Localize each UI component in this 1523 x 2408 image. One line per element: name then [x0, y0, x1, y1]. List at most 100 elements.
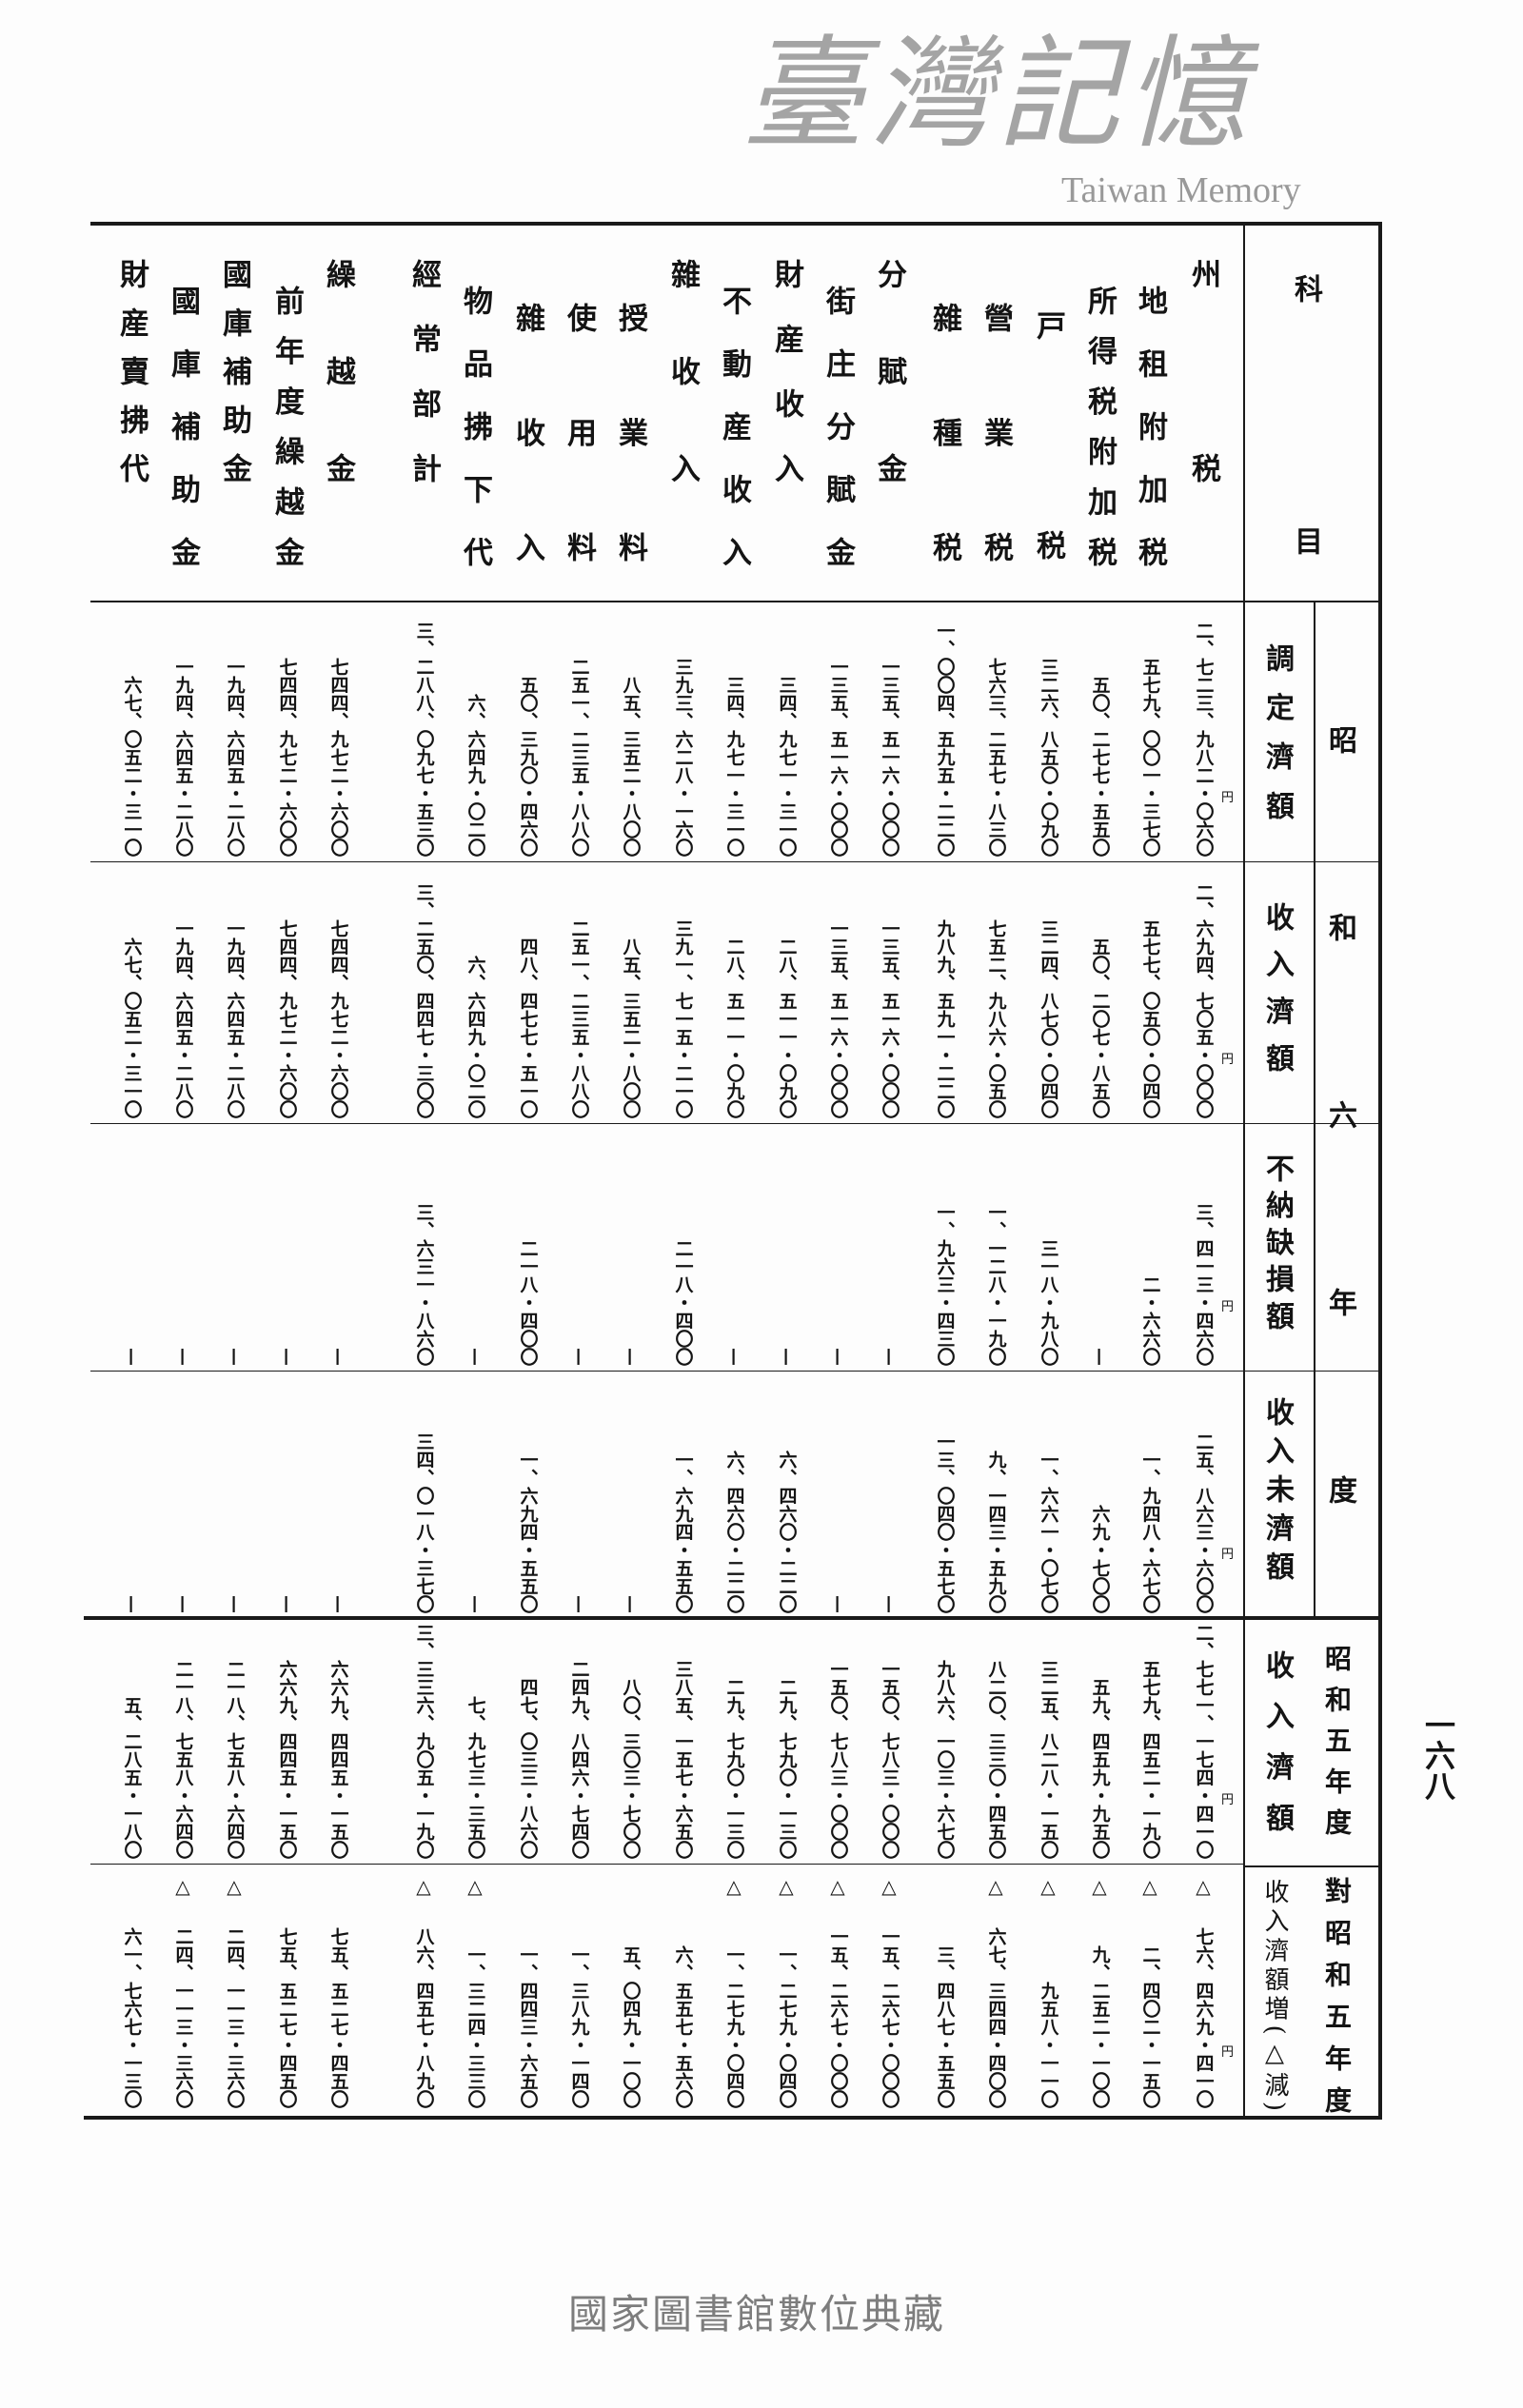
cell-outstanding: —: [168, 1373, 197, 1613]
cell-default-loss: —: [168, 1126, 197, 1366]
cell-fy5-received: 二一八、七五八・六四〇: [220, 1623, 248, 1859]
amount-change-value: 九五八・一一〇: [1038, 1982, 1059, 2108]
decrease-triangle-mark: △: [227, 1875, 242, 1898]
amount-value: 三九三、六二八・一六〇: [672, 658, 694, 857]
cell-default-loss: 二一八・四〇〇: [513, 1126, 542, 1366]
amount-value: 一、九六三・四三〇: [934, 1203, 956, 1366]
cell-outstanding: —: [117, 1373, 146, 1613]
amount-value: 二九、七九〇・一三〇: [776, 1678, 798, 1859]
decrease-triangle-mark: △: [467, 1875, 483, 1898]
amount-value: 三、二五〇、四四七・三〇〇: [413, 883, 435, 1118]
amount-value: 二五一、二三五・八八〇: [568, 919, 590, 1118]
amount-value: 三四、九七一・三一〇: [776, 676, 798, 857]
empty-dash: —: [121, 1348, 143, 1366]
cell-default-loss: —: [720, 1126, 748, 1366]
cell-change: 一五、二六七・〇〇〇: [823, 1905, 852, 2108]
amount-value: 七四四、九七二・六〇〇: [276, 919, 298, 1118]
item-category-name: 分賦金: [872, 259, 906, 483]
amount-value: 七六三、二五七・八三〇: [985, 658, 1007, 857]
watermark-logo: 臺灣記憶: [742, 24, 1254, 166]
amount-value: 二一八、七五八・六四〇: [224, 1660, 246, 1859]
amount-value: 三、四一三・四六〇: [1193, 1203, 1215, 1366]
cell-change: 五、〇四九・一〇〇: [616, 1905, 644, 2108]
decrease-triangle-mark: △: [416, 1875, 431, 1898]
cell-change: 一、二七九・〇四〇: [772, 1905, 801, 2108]
cell-fy5-received: 六六九、四四五・一五〇: [272, 1623, 301, 1859]
cell-default-loss: 二一八・四〇〇: [668, 1126, 697, 1366]
amount-value: 二八、五一一・〇九〇: [723, 938, 745, 1118]
amount-change-value: 七五、五二七・四五〇: [276, 1927, 298, 2108]
decrease-triangle-mark: △: [1196, 1875, 1211, 1898]
cell-received: 三、二五〇、四四七・三〇〇: [409, 864, 438, 1118]
cell-change: 六一、七六七・一三〇: [117, 1905, 146, 2108]
cell-received: 二八、五一一・〇九〇: [772, 864, 801, 1118]
cell-assessed: 一三五、五一六・〇〇〇: [823, 604, 852, 857]
cell-received: 七五二、九八六・〇五〇: [981, 864, 1010, 1118]
cell-fy5-received: 五、二八五・一八〇: [117, 1623, 146, 1859]
empty-dash: —: [172, 1348, 194, 1366]
empty-dash: —: [1089, 1348, 1111, 1366]
cell-change: 一、三二四・三三〇: [461, 1905, 489, 2108]
cell-received: 五七七、〇五〇・〇四〇: [1136, 864, 1164, 1118]
item-subitem-name: 地租附加税: [1133, 286, 1167, 566]
empty-dash: —: [620, 1348, 642, 1366]
amount-value: 二八、五一一・〇九〇: [776, 938, 798, 1118]
empty-dash: —: [327, 1348, 349, 1366]
amount-value: 三、六三一・八六〇: [413, 1203, 435, 1366]
amount-value: 二一八・四〇〇: [517, 1239, 539, 1366]
amount-value: 二一八、七五八・六四〇: [172, 1660, 194, 1859]
amount-value: 三二六、八五〇・〇九〇: [1038, 658, 1059, 857]
amount-value: 九八九、五九一・二二〇: [934, 919, 956, 1118]
amount-change-value: 二四、一一三・三六〇: [172, 1927, 194, 2108]
cell-default-loss: 一、一二八・一九〇: [981, 1126, 1010, 1366]
cell-received: 七四四、九七二・六〇〇: [272, 864, 301, 1118]
cell-fy5-received: 八二〇、三三〇・四五〇: [981, 1623, 1010, 1859]
cell-default-loss: —: [324, 1126, 352, 1366]
cell-change: 二、四〇二・一五〇: [1136, 1905, 1164, 2108]
item-category-name: 雜收入: [665, 259, 700, 483]
yen-unit-label: 円: [1221, 791, 1235, 805]
amount-value: 一九四、六四五・二八〇: [224, 919, 246, 1118]
amount-value: 三四、〇一八・三七〇: [413, 1432, 435, 1613]
amount-value: 一九四、六四五・二八〇: [224, 658, 246, 857]
amount-change-value: 一、二七九・〇四〇: [776, 1945, 798, 2108]
amount-value: 二、六九四、七〇五・〇〇〇: [1193, 883, 1215, 1118]
cell-change: 七六、四六九・四一〇: [1189, 1905, 1217, 2108]
amount-value: 二・六六〇: [1139, 1275, 1161, 1366]
footer-collection-label: 國家圖書館數位典藏: [567, 2291, 945, 2338]
amount-value: 一九四、六四五・二八〇: [172, 919, 194, 1118]
cell-outstanding: —: [220, 1373, 248, 1613]
cell-change: 九五八・一一〇: [1034, 1905, 1062, 2108]
cell-outstanding: —: [272, 1373, 301, 1613]
cell-change: 二四、一一三・三六〇: [168, 1905, 197, 2108]
amount-value: 八五、三五二・八〇〇: [620, 676, 642, 857]
cell-assessed: 八五、三五二・八〇〇: [616, 604, 644, 857]
item-subitem-name: 國庫補助金: [166, 286, 200, 566]
cell-outstanding: 三四、〇一八・三七〇: [409, 1373, 438, 1613]
amount-value: 一三五、五一六・〇〇〇: [879, 658, 900, 857]
decrease-triangle-mark: △: [1142, 1875, 1157, 1898]
amount-value: 二、七二三、九八二・〇六〇: [1193, 622, 1215, 857]
cell-outstanding: 九、一四三・五九〇: [981, 1373, 1010, 1613]
empty-dash: —: [465, 1348, 486, 1366]
cell-fy5-received: 三八五、一五七・六五〇: [668, 1623, 697, 1859]
amount-value: 三二四、八七〇・〇四〇: [1038, 919, 1059, 1118]
cell-assessed: 二、七二三、九八二・〇六〇: [1189, 604, 1217, 857]
cell-fy5-received: 九八六、一〇三・六七〇: [930, 1623, 959, 1859]
amount-change-value: 一五、二六七・〇〇〇: [827, 1927, 849, 2108]
cell-default-loss: —: [875, 1126, 903, 1366]
cell-fy5-received: 六六九、四四五・一五〇: [324, 1623, 352, 1859]
cell-change: 七五、五二七・四五〇: [272, 1905, 301, 2108]
cell-change: 一、二七九・〇四〇: [720, 1905, 748, 2108]
cell-change: 一五、二六七・〇〇〇: [875, 1905, 903, 2108]
amount-value: 七四四、九七二・六〇〇: [327, 658, 349, 857]
page-number: 一六八: [1420, 1709, 1456, 1801]
item-subitem-name: 所得税附加税: [1082, 286, 1117, 566]
cell-outstanding: 一、九四八・六七〇: [1136, 1373, 1164, 1613]
watermark-subtitle: Taiwan Memory: [1061, 170, 1301, 210]
item-subitem-name: 物品拂下代: [458, 286, 492, 566]
amount-change-value: 一、三二四・三三〇: [465, 1945, 486, 2108]
yen-unit-label: 円: [1221, 2045, 1235, 2060]
item-subitem-name: 雜收入: [510, 303, 544, 562]
cell-default-loss: 三、四一三・四六〇: [1189, 1126, 1217, 1366]
